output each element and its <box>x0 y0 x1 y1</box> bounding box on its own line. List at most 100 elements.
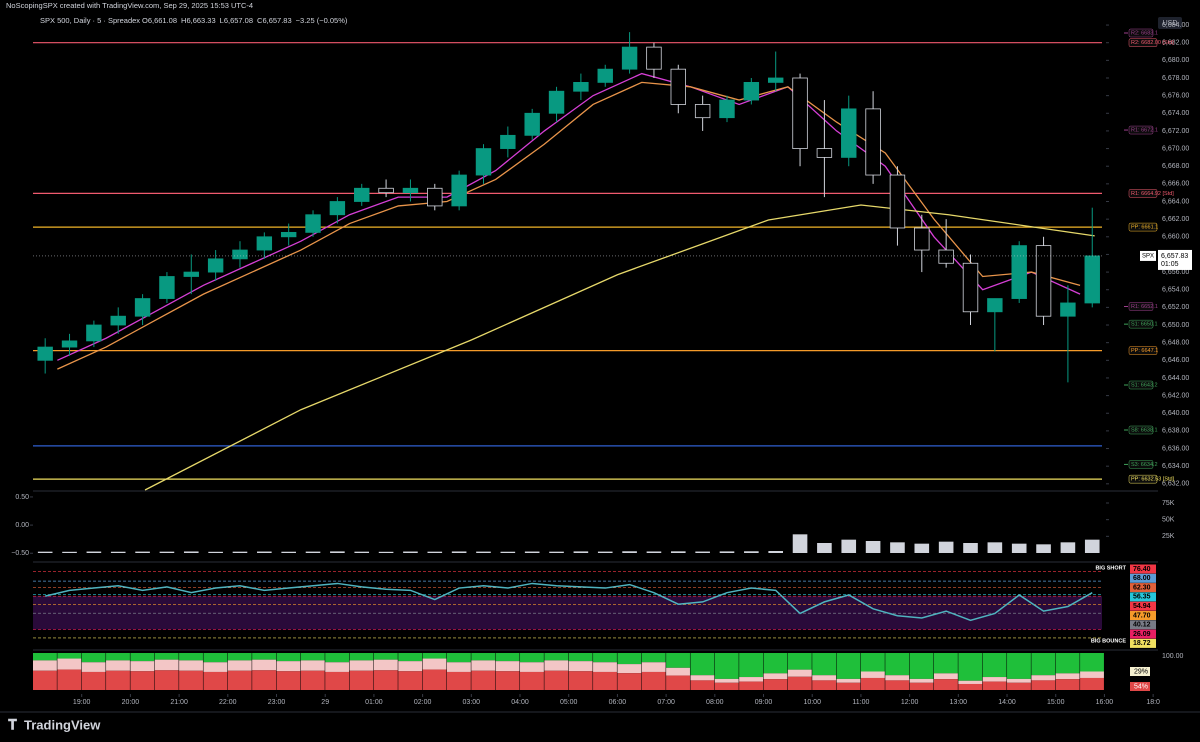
oscillator-band <box>33 596 1102 630</box>
strength-bull <box>179 653 203 661</box>
strength-neutral <box>909 678 934 683</box>
candle-body <box>427 187 443 207</box>
candle-body <box>329 201 346 216</box>
oscillator-tag <box>1130 592 1156 602</box>
candle-body <box>889 174 906 229</box>
strength-bear <box>325 671 350 690</box>
x-tick-label: 09:00 <box>755 699 773 706</box>
level-tag <box>1128 319 1154 329</box>
strength-bull <box>885 653 910 676</box>
candle-body <box>305 214 321 233</box>
strength-bear <box>933 679 958 690</box>
candle-body <box>987 298 1003 313</box>
ohlc-value: O6,661.08 <box>142 16 177 25</box>
x-tick-label: 10:00 <box>803 699 821 706</box>
strength-neutral <box>227 660 252 671</box>
y-tick-label: 6,662.00 <box>1162 216 1189 223</box>
strength-bear <box>349 670 374 690</box>
oscillator-top-label: BIG SHORT <box>1095 565 1126 571</box>
strength-bull <box>544 653 569 661</box>
strength-bull <box>154 653 179 660</box>
ohlc-value: H6,663.33 <box>181 16 216 25</box>
level-label: PP: 6632.53 [Std] <box>1131 477 1175 483</box>
volume-bar <box>1060 542 1076 553</box>
strength-low-tag <box>1130 682 1150 691</box>
oscillator-line <box>45 582 1093 622</box>
x-tick-label: 03:00 <box>463 699 481 706</box>
strength-bull <box>933 653 958 674</box>
volume-bar <box>622 551 637 553</box>
strength-bull <box>568 653 593 662</box>
x-tick-label: 18:0 <box>1146 699 1160 706</box>
candle-body <box>694 104 711 119</box>
volume-bar <box>719 551 735 553</box>
volume-bar <box>62 551 77 553</box>
candle-body <box>207 258 224 273</box>
level-tag <box>1128 189 1158 198</box>
strength-bear <box>154 670 179 690</box>
x-tick-label: 16:00 <box>1096 699 1114 706</box>
volume-bar <box>1084 539 1100 553</box>
oscillator-label: 76.40 <box>1133 566 1151 573</box>
strength-bear <box>1080 677 1104 690</box>
x-tick-label: 02:00 <box>414 699 432 706</box>
volume-bar <box>646 551 662 553</box>
candle-body <box>914 227 930 251</box>
strength-bull <box>495 653 520 662</box>
oscillator-bottom-label: BIG BOUNCE <box>1091 638 1126 644</box>
volume-bar <box>597 551 613 553</box>
moving-average <box>57 81 1081 370</box>
y-tick-label: 6,660.00 <box>1162 234 1189 241</box>
volume-bar <box>183 551 199 553</box>
y-tick-label: 0.50 <box>15 494 29 501</box>
volume-bar <box>476 551 491 553</box>
strength-neutral <box>471 660 496 671</box>
strength-bull <box>373 653 398 660</box>
strength-bull <box>787 653 812 670</box>
strength-bear <box>593 671 617 690</box>
volume-bar <box>890 542 905 553</box>
candle-body <box>354 187 370 202</box>
x-tick-label: 07:00 <box>657 699 675 706</box>
strength-bear <box>1055 679 1080 690</box>
strength-bull <box>836 653 861 679</box>
candle-body <box>621 46 638 70</box>
strength-bear <box>544 670 569 690</box>
volume-bar <box>159 551 175 553</box>
strength-neutral <box>1007 678 1031 683</box>
volume-bar <box>281 551 296 553</box>
strength-neutral <box>349 660 374 671</box>
candle-body <box>1011 245 1027 299</box>
x-tick-label: 29 <box>321 699 329 706</box>
y-tick-label: 6,672.00 <box>1162 128 1189 135</box>
x-tick-label: 05:00 <box>560 699 578 706</box>
strength-bull <box>276 653 301 662</box>
currency-box[interactable] <box>1158 17 1182 29</box>
strength-neutral <box>812 675 837 681</box>
strength-neutral <box>593 662 617 672</box>
strength-bear <box>81 671 106 690</box>
strength-neutral <box>57 658 82 670</box>
candle-body <box>962 262 979 313</box>
strength-bull <box>57 653 82 659</box>
strength-neutral <box>130 661 155 672</box>
x-tick-label: 23:00 <box>268 699 286 706</box>
level-label: R1: 6664.92 [Std] <box>1131 191 1174 197</box>
strength-bull <box>763 653 788 674</box>
oscillator-tag <box>1130 638 1156 648</box>
strength-neutral <box>33 660 57 671</box>
y-tick-label: 6,666.00 <box>1162 181 1189 188</box>
strength-neutral <box>982 677 1007 682</box>
strength-neutral <box>933 673 958 680</box>
strength-bull <box>860 653 885 672</box>
strength-neutral <box>300 660 325 671</box>
strength-neutral <box>398 661 423 672</box>
currency[interactable]: USD <box>1163 20 1178 27</box>
y-tick-label: 6,656.00 <box>1162 269 1189 276</box>
y-tick-label: 6,632.00 <box>1162 481 1189 488</box>
strength-bear <box>373 670 398 690</box>
x-tick-label: 13:00 <box>950 699 968 706</box>
